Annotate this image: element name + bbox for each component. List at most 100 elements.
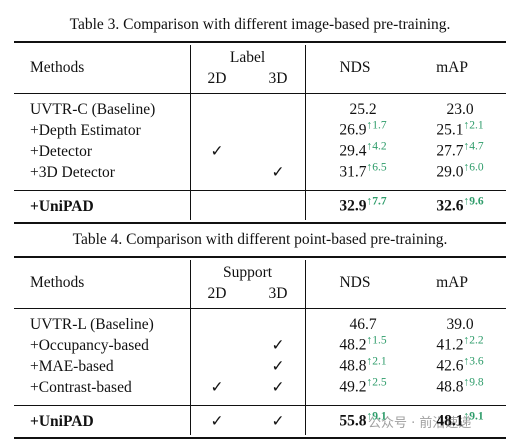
map-cell: 32.6↑9.6 [436,195,484,217]
caption: Table 3. Comparison with different image… [69,16,451,33]
nds-gain: ↑1.7 [366,119,387,132]
nds-cell: 29.4↑4.2 [339,140,387,162]
method: +UniPAD [30,413,94,430]
map-gain: ↑2.1 [463,119,484,132]
rule [14,93,506,94]
map-cell: 27.7↑4.7 [436,140,484,162]
nds-cell: 26.9↑1.7 [339,119,387,141]
nds-cell: 48.8↑2.1 [339,355,387,377]
nds-value: 31.7 [339,163,367,181]
nds-gain: ↑1.5 [366,334,387,347]
rule [14,190,506,191]
nds-cell: 48.2↑1.5 [339,334,387,356]
nds-value: 55.8 [339,412,367,430]
header-nds: NDS [339,274,371,291]
map-value: 48.1 [436,412,464,430]
rule [14,437,506,439]
method: +Depth Estimator [30,122,141,139]
header-map: mAP [436,274,468,291]
header-sub: 2D [207,285,227,302]
header-sub: 3D [268,285,288,302]
map-value: 29.0 [436,163,464,181]
method: +3D Detector [30,164,115,181]
check-2d: ✓ [210,379,224,396]
check-3d: ✓ [271,413,285,430]
header-group: Label [229,49,266,66]
column-line [305,260,306,435]
nds-gain: ↑2.1 [366,355,387,368]
header-methods: Methods [30,59,85,76]
map-cell: 48.8↑9.8 [436,376,484,398]
column-line [190,260,191,435]
nds-value: 46.7 [349,316,377,333]
method: UVTR-C (Baseline) [30,101,156,118]
map-gain: ↑3.6 [463,355,484,368]
nds-value: 29.4 [339,142,367,160]
watermark: 公众号 · 前沿速递 [368,416,472,431]
method: +UniPAD [30,198,94,215]
rule [14,256,506,258]
map-gain: ↑6.0 [463,161,484,174]
map-value: 42.6 [436,357,464,375]
method: +MAE-based [30,358,114,375]
header-sub: 3D [268,70,288,87]
nds-value: 26.9 [339,121,367,139]
column-line [190,45,191,220]
nds-cell: 31.7↑6.5 [339,161,387,183]
map-value: 41.2 [436,336,464,354]
map-gain: ↑9.1 [463,410,484,423]
nds-gain: ↑6.5 [366,161,387,174]
nds-cell: 46.7 [349,316,376,334]
nds-value: 49.2 [339,378,367,396]
map-cell: 23.0 [446,101,473,119]
map-gain: ↑4.7 [463,140,484,153]
method: +Contrast-based [30,379,132,396]
nds-value: 48.2 [339,336,367,354]
check-3d: ✓ [271,358,285,375]
nds-gain: ↑4.2 [366,140,387,153]
map-value: 27.7 [436,142,464,160]
map-value: 32.6 [436,197,464,215]
rule [14,308,506,309]
header-map: mAP [436,59,468,76]
check-2d: ✓ [210,143,224,160]
map-gain: ↑2.2 [463,334,484,347]
check-3d: ✓ [271,164,285,181]
nds-cell: 25.2 [349,101,376,119]
map-value: 48.8 [436,378,464,396]
map-cell: 25.1↑2.1 [436,119,484,141]
column-line [305,45,306,220]
map-gain: ↑9.6 [463,195,484,208]
check-3d: ✓ [271,379,285,396]
rule [14,405,506,406]
method: UVTR-L (Baseline) [30,316,154,333]
nds-cell: 32.9↑7.7 [339,195,387,217]
header-group: Support [222,264,273,281]
nds-cell: 55.8↑9.1 [339,410,387,432]
nds-value: 25.2 [349,101,377,118]
map-cell: 39.0 [446,316,473,334]
header-methods: Methods [30,274,85,291]
map-value: 39.0 [446,316,474,333]
nds-value: 32.9 [339,197,367,215]
header-nds: NDS [339,59,371,76]
rule [14,222,506,224]
check-3d: ✓ [271,337,285,354]
nds-value: 48.8 [339,357,367,375]
nds-gain: ↑9.1 [366,410,387,423]
method: +Occupancy-based [30,337,149,354]
map-value: 25.1 [436,121,464,139]
caption: Table 4. Comparison with different point… [72,231,448,248]
nds-gain: ↑2.5 [366,376,387,389]
header-sub: 2D [207,70,227,87]
rule [14,41,506,43]
method: +Detector [30,143,93,160]
check-2d: ✓ [210,413,224,430]
map-gain: ↑9.8 [463,376,484,389]
nds-cell: 49.2↑2.5 [339,376,387,398]
map-cell: 29.0↑6.0 [436,161,484,183]
map-cell: 41.2↑2.2 [436,334,484,356]
nds-gain: ↑7.7 [366,195,387,208]
map-cell: 48.1↑9.1 [436,410,484,432]
